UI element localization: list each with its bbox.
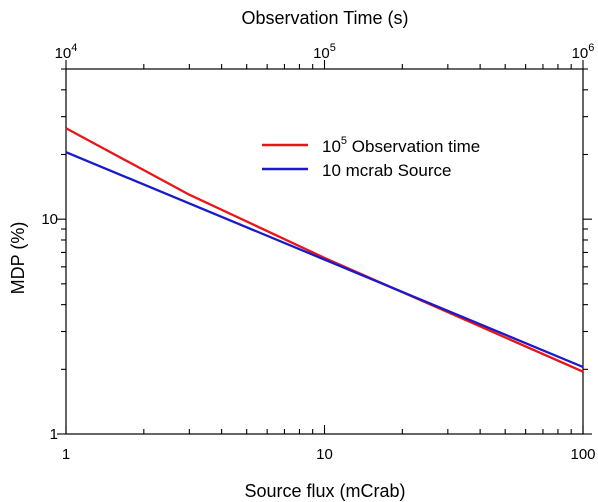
- legend-label-10-mcrab-source: 10 mcrab Source: [322, 161, 451, 180]
- y-tick-label: 1: [50, 426, 58, 443]
- axis-ticks: [57, 60, 592, 435]
- top-x-tick-label: 105: [313, 42, 336, 62]
- x-tick-label: 1: [62, 446, 70, 463]
- bottom-axis-title: Source flux (mCrab): [244, 481, 405, 501]
- tick-labels: 1 10 100 104 105 106 1 10: [41, 42, 595, 463]
- y-tick-label: 10: [41, 211, 58, 228]
- x-tick-label: 10: [316, 446, 333, 463]
- top-axis-title: Observation Time (s): [241, 8, 408, 28]
- y-axis-title: MDP (%): [8, 222, 28, 295]
- legend: 105 Observation time 10 mcrab Source: [262, 135, 480, 180]
- series-line-10-mcrab-source: [65, 151, 584, 369]
- plot-frame: [65, 68, 584, 435]
- series-line-observation-time: [65, 127, 584, 373]
- top-x-tick-label: 104: [55, 42, 78, 62]
- legend-label-observation-time: 105 Observation time: [322, 135, 480, 156]
- top-x-tick-label: 106: [572, 42, 595, 62]
- x-tick-label: 100: [570, 446, 595, 463]
- data-series: [65, 127, 584, 373]
